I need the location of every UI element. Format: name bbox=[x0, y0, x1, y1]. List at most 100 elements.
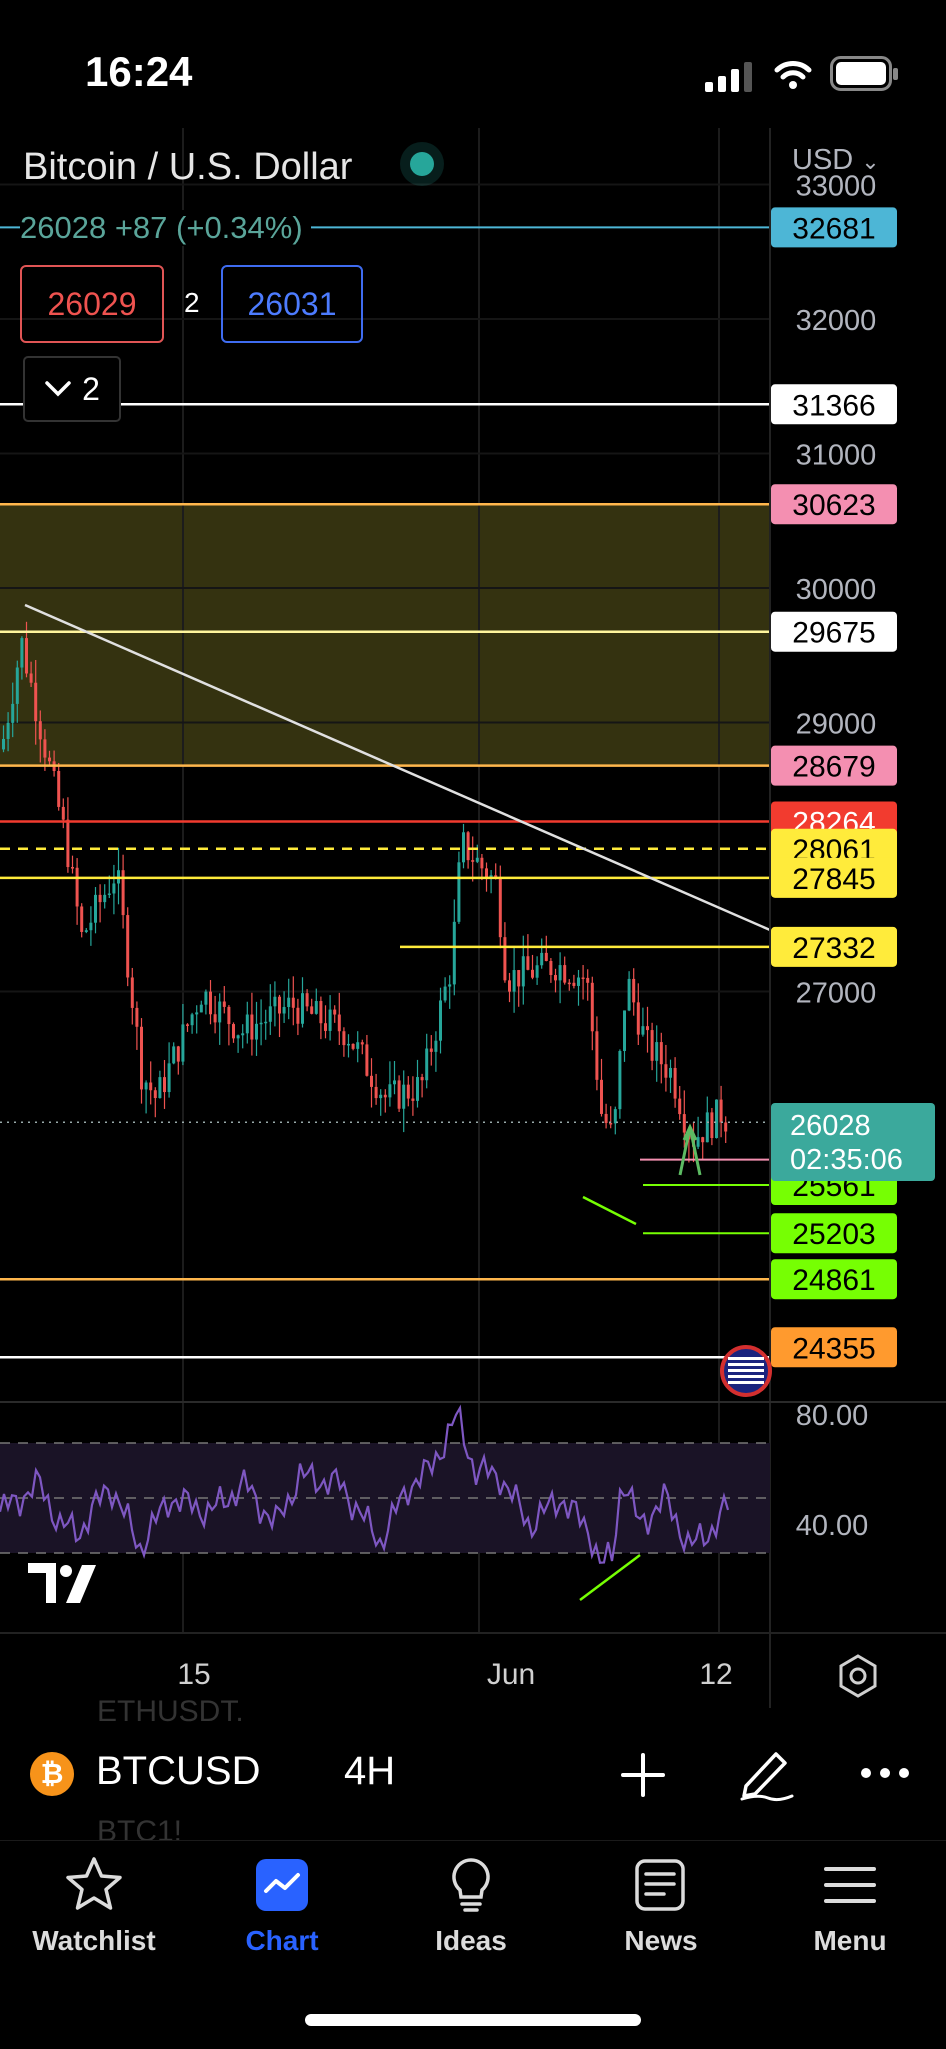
candle-body bbox=[646, 1026, 649, 1031]
candle-body bbox=[443, 986, 447, 1001]
arrow-marker bbox=[678, 1123, 702, 1176]
news-icon bbox=[635, 1859, 685, 1911]
price-label-text: 28679 bbox=[792, 751, 875, 784]
candle-body bbox=[719, 1099, 723, 1123]
chevron-down-icon: ⌄ bbox=[861, 149, 880, 174]
candle-body bbox=[181, 1024, 185, 1062]
candle-body bbox=[204, 991, 208, 1005]
price-label: 27845 bbox=[771, 857, 897, 898]
price-chart[interactable]: 33000 32000 31000 30000 29000 27000 32681 31366… bbox=[0, 128, 946, 1708]
candle-body bbox=[498, 877, 502, 938]
rsi-divergence-line bbox=[579, 1554, 641, 1601]
price-label-bg bbox=[771, 857, 897, 898]
home-indicator bbox=[305, 2014, 641, 2026]
pencil-icon[interactable] bbox=[738, 1744, 794, 1802]
sell-button[interactable]: 26029 bbox=[20, 265, 164, 343]
candle-body bbox=[581, 977, 585, 980]
tab-ideas[interactable]: Ideas bbox=[391, 1855, 551, 1975]
status-time: 16:24 bbox=[85, 48, 193, 95]
currency-label: USD bbox=[792, 144, 854, 176]
chart-icon bbox=[256, 1859, 308, 1911]
plus-icon[interactable] bbox=[620, 1752, 666, 1798]
supply-zone bbox=[0, 504, 770, 766]
spread-value: 2 bbox=[184, 287, 200, 318]
candle-body bbox=[567, 982, 571, 985]
price-label: 28679 bbox=[771, 745, 897, 786]
candle-body bbox=[20, 638, 24, 668]
price-label-bg bbox=[771, 611, 897, 652]
symbol-button[interactable]: BTCUSD bbox=[96, 1749, 261, 1793]
candle-body bbox=[319, 1001, 323, 1024]
candle-body bbox=[429, 1048, 433, 1052]
candle-body bbox=[632, 978, 636, 1003]
candle-body bbox=[218, 1001, 222, 1023]
candle-body bbox=[310, 1006, 314, 1014]
divergence-line bbox=[582, 1195, 637, 1226]
candle-body bbox=[563, 965, 567, 983]
more-icon[interactable] bbox=[860, 1766, 910, 1780]
currency-selector[interactable]: USD ⌄ bbox=[792, 144, 880, 177]
tab-watchlist[interactable]: Watchlist bbox=[14, 1855, 174, 1975]
price-tick: 31000 bbox=[796, 440, 877, 472]
candle-body bbox=[641, 1026, 645, 1035]
candle-body bbox=[149, 1082, 153, 1091]
candle-body bbox=[360, 1042, 364, 1045]
candle-body bbox=[153, 1090, 157, 1099]
level-lines bbox=[0, 226, 770, 1359]
rsi-tick: 80.00 bbox=[796, 1400, 869, 1432]
candle-body bbox=[609, 1122, 613, 1125]
candle-body bbox=[347, 1043, 350, 1046]
indicators-toggle-button[interactable]: 2 bbox=[23, 356, 121, 422]
price-label: 24355 bbox=[771, 1327, 897, 1368]
candle-body bbox=[682, 1114, 686, 1133]
candle-body bbox=[48, 757, 51, 762]
candle-body bbox=[462, 832, 465, 863]
candle-body bbox=[71, 867, 74, 869]
rsi-pane: 80.00 40.00 bbox=[0, 1400, 946, 1601]
candle-body bbox=[388, 1084, 392, 1098]
candle-body bbox=[255, 1023, 258, 1040]
timeframe-button[interactable]: 4H bbox=[344, 1749, 396, 1793]
candle-body bbox=[393, 1080, 396, 1085]
price-label: 30623 bbox=[771, 484, 897, 525]
candle-body bbox=[475, 857, 479, 862]
candle-body bbox=[66, 819, 70, 868]
tab-menu[interactable]: Menu bbox=[770, 1855, 930, 1975]
candle-body bbox=[328, 1009, 332, 1031]
buy-button[interactable]: 26031 bbox=[221, 265, 363, 343]
candle-body bbox=[314, 1001, 318, 1014]
candle-body bbox=[351, 1043, 355, 1049]
candle-body bbox=[669, 1067, 672, 1078]
tab-label: Menu bbox=[813, 1925, 887, 1956]
price-label: 27332 bbox=[771, 926, 897, 967]
candle-body bbox=[199, 1004, 203, 1013]
price-label-bg bbox=[771, 484, 897, 525]
candle-body bbox=[29, 673, 33, 683]
last-price-change: 26028 +87 (+0.34%) bbox=[20, 210, 311, 246]
candle-body bbox=[379, 1094, 383, 1099]
price-tick: 29000 bbox=[796, 709, 877, 741]
candle-body bbox=[195, 1012, 199, 1015]
candle-body bbox=[135, 1007, 139, 1027]
candle-body bbox=[103, 894, 107, 903]
candle-body bbox=[112, 883, 116, 894]
candle-body bbox=[710, 1112, 714, 1139]
chart-area[interactable]: 33000 32000 31000 30000 29000 27000 32681 31366… bbox=[0, 128, 946, 1708]
candle-body bbox=[172, 1046, 176, 1064]
candle-body bbox=[176, 1046, 180, 1062]
tab-news[interactable]: News bbox=[581, 1855, 741, 1975]
candle-body bbox=[80, 906, 84, 932]
candle-body bbox=[590, 982, 594, 1032]
candle-body bbox=[190, 1014, 194, 1026]
candle-body bbox=[655, 1042, 659, 1061]
candle-body bbox=[140, 1026, 143, 1090]
candle-body bbox=[664, 1064, 668, 1078]
candle-body bbox=[273, 996, 277, 1007]
candle-body bbox=[659, 1042, 663, 1065]
candle-body bbox=[356, 1042, 360, 1049]
price-label-bg bbox=[771, 926, 897, 967]
tab-chart[interactable]: Chart bbox=[202, 1855, 362, 1975]
price-label-text: 27845 bbox=[792, 863, 875, 896]
price-label-bg bbox=[771, 1213, 897, 1254]
